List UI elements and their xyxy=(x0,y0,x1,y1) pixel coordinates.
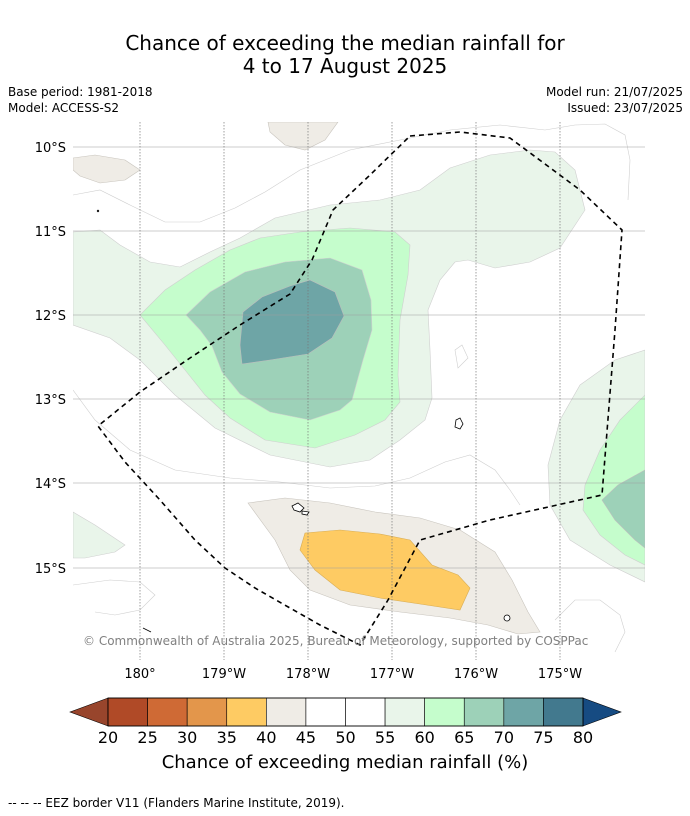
colorbar-tick-label: 60 xyxy=(414,728,434,747)
colorbar-tick-label: 75 xyxy=(533,728,553,747)
colorbar-over-arrow xyxy=(582,697,622,727)
contour-line-southwest xyxy=(73,579,156,616)
base-period-text: Base period: 1981-2018 xyxy=(8,85,153,99)
model-run-text: Model run: 21/07/2025 xyxy=(545,85,683,99)
island-outline xyxy=(96,209,100,213)
latitude-labels: 10°S 11°S 12°S 13°S 14°S 15°S xyxy=(35,141,66,577)
lat-label: 13°S xyxy=(35,393,66,408)
colorbar-under-arrow xyxy=(69,697,109,727)
islands xyxy=(96,209,511,633)
colorbar-tick-labels: 20 25 30 35 40 45 50 55 60 65 70 75 80 xyxy=(98,728,593,747)
copyright-credit: © Commonwealth of Australia 2025, Bureau… xyxy=(83,634,588,648)
colorbar-segment xyxy=(463,697,505,727)
map-title-line1: Chance of exceeding the median rainfall … xyxy=(125,31,565,55)
colorbar-tick-label: 50 xyxy=(335,728,355,747)
contour-55-60-southwest xyxy=(73,511,126,559)
contour-line-southeast xyxy=(554,599,626,653)
lat-label: 12°S xyxy=(35,309,66,324)
colorbar-tick-label: 80 xyxy=(573,728,593,747)
colorbar-segment xyxy=(186,697,228,727)
colorbar-segment xyxy=(424,697,465,727)
colorbar-segment xyxy=(226,697,267,727)
island-outline xyxy=(503,614,511,622)
colorbar-tick-label: 25 xyxy=(137,728,157,747)
colorbar-segment xyxy=(107,697,148,727)
island-outline xyxy=(291,502,305,513)
colorbar-tick-label: 40 xyxy=(256,728,276,747)
island-outline xyxy=(142,627,152,633)
lat-label: 11°S xyxy=(35,225,66,240)
lon-label: 180° xyxy=(124,667,155,682)
map-title-line2: 4 to 17 August 2025 xyxy=(242,54,448,78)
map-plot-area: © Commonwealth of Australia 2025, Bureau… xyxy=(73,122,645,660)
contour-line-north xyxy=(73,123,631,223)
colorbar-tick-label: 70 xyxy=(494,728,514,747)
eez-border xyxy=(96,131,623,647)
colorbar-frame xyxy=(107,697,584,727)
contour-line-east-small xyxy=(454,344,469,369)
lon-label: 176°W xyxy=(454,667,498,682)
colorbar-segment xyxy=(543,697,584,727)
lon-label: 179°W xyxy=(202,667,246,682)
contour-35-40-south xyxy=(299,529,471,611)
longitude-labels: 180° 179°W 178°W 177°W 176°W 175°W xyxy=(124,667,582,682)
lat-label: 15°S xyxy=(35,562,66,577)
colorbar-segment xyxy=(503,697,544,727)
model-text: Model: ACCESS-S2 xyxy=(8,101,120,115)
rainfall-map: © Commonwealth of Australia 2025, Bureau… xyxy=(35,122,645,747)
longitude-gridlines xyxy=(139,122,561,660)
lon-label: 177°W xyxy=(370,667,414,682)
colorbar-label: Chance of exceeding median rainfall (%) xyxy=(161,752,529,773)
contour-40-45-northwest xyxy=(73,154,141,184)
contour-65-70-east xyxy=(601,469,645,549)
colorbar-segment xyxy=(266,697,307,727)
lon-label: 178°W xyxy=(286,667,330,682)
island-outline xyxy=(301,510,310,516)
lat-label: 10°S xyxy=(35,141,66,156)
colorbar-segment xyxy=(305,697,346,727)
colorbar-segment xyxy=(384,697,425,727)
colorbar: 20 25 30 35 40 45 50 55 60 65 70 75 80 xyxy=(69,697,622,747)
island-outline xyxy=(454,417,464,430)
colorbar-tick-label: 45 xyxy=(296,728,316,747)
lat-label: 14°S xyxy=(35,477,66,492)
colorbar-tick-label: 20 xyxy=(98,728,118,747)
colorbar-segment xyxy=(345,697,386,727)
contour-line-south xyxy=(73,389,521,506)
issued-text: Issued: 23/07/2025 xyxy=(567,101,683,115)
colorbar-tick-label: 35 xyxy=(217,728,237,747)
contour-40-45-north xyxy=(267,122,339,151)
latitude-gridlines xyxy=(73,146,645,569)
colorbar-segments xyxy=(107,697,584,727)
lon-label: 175°W xyxy=(538,667,582,682)
colorbar-tick-label: 55 xyxy=(375,728,395,747)
eez-border-note: -- -- -- EEZ border V11 (Flanders Marine… xyxy=(8,796,345,810)
colorbar-segment xyxy=(147,697,188,727)
colorbar-tick-label: 65 xyxy=(454,728,474,747)
contour-70-75-west xyxy=(239,279,345,365)
colorbar-tick-label: 30 xyxy=(177,728,197,747)
